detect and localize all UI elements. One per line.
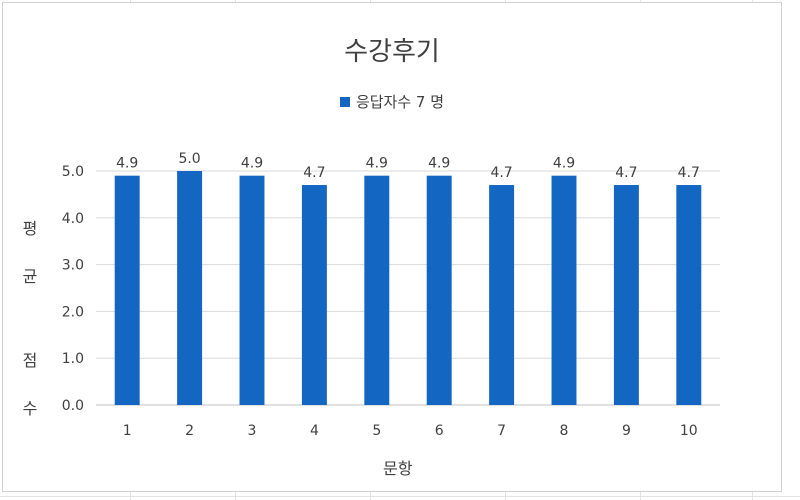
y-tick-label: 1.0 <box>62 351 84 367</box>
y-tick-label: 0.0 <box>62 398 84 414</box>
bar <box>489 185 515 405</box>
y-axis-title-char: 수 <box>22 399 38 418</box>
x-tick-label: 4 <box>310 423 319 439</box>
data-label: 4.9 <box>428 156 450 172</box>
x-tick-label: 10 <box>680 423 698 439</box>
x-tick-label: 5 <box>372 423 381 439</box>
data-label: 4.7 <box>615 165 637 181</box>
data-label: 4.9 <box>366 156 388 172</box>
y-tick-label: 3.0 <box>62 258 84 274</box>
data-label: 4.7 <box>490 165 512 181</box>
legend-swatch <box>339 97 350 107</box>
y-tick-label: 2.0 <box>62 304 84 320</box>
bar <box>301 185 327 405</box>
data-label: 4.7 <box>303 165 325 181</box>
data-label: 4.9 <box>241 156 263 172</box>
bar <box>613 185 639 405</box>
x-tick-label: 3 <box>248 423 257 439</box>
bar <box>239 175 265 405</box>
x-tick-label: 2 <box>185 423 194 439</box>
bar <box>114 175 140 405</box>
y-axis-title-char: 평 <box>22 219 38 238</box>
x-tick-label: 6 <box>435 423 444 439</box>
data-label: 4.9 <box>116 156 138 172</box>
bar <box>551 175 577 405</box>
legend[interactable]: 응답자수 7 명 <box>3 91 781 112</box>
data-label: 5.0 <box>178 151 200 167</box>
x-tick-label: 8 <box>560 423 569 439</box>
x-tick-label: 7 <box>497 423 506 439</box>
data-label: 4.9 <box>553 156 575 172</box>
chart-title[interactable]: 수강후기 <box>344 37 440 67</box>
x-tick-label: 9 <box>622 423 631 439</box>
bar <box>676 185 702 405</box>
y-axis-title[interactable]: 평 균 점 수 <box>17 193 43 445</box>
x-axis-title[interactable]: 문항 <box>383 459 413 478</box>
data-label: 4.7 <box>678 165 700 181</box>
bar <box>426 175 452 405</box>
chart-area[interactable]: 수강후기 응답자수 7 명 평 균 점 수 문항 0.0 1.0 2.0 3.0 4.0… <box>2 2 782 492</box>
bar <box>177 171 203 405</box>
legend-label: 응답자수 7 명 <box>355 93 445 111</box>
y-axis-title-char: 점 <box>22 351 38 370</box>
y-axis-title-char: 균 <box>22 267 38 286</box>
bar <box>364 175 390 405</box>
y-tick-label: 5.0 <box>62 164 84 180</box>
y-tick-label: 4.0 <box>62 211 84 227</box>
plot-area[interactable]: 0.0 1.0 2.0 3.0 4.0 5.0 4.9 1 5.0 2 4.9 3 4.7 4 4.9 5 4.… <box>3 3 781 491</box>
x-tick-label: 1 <box>123 423 132 439</box>
